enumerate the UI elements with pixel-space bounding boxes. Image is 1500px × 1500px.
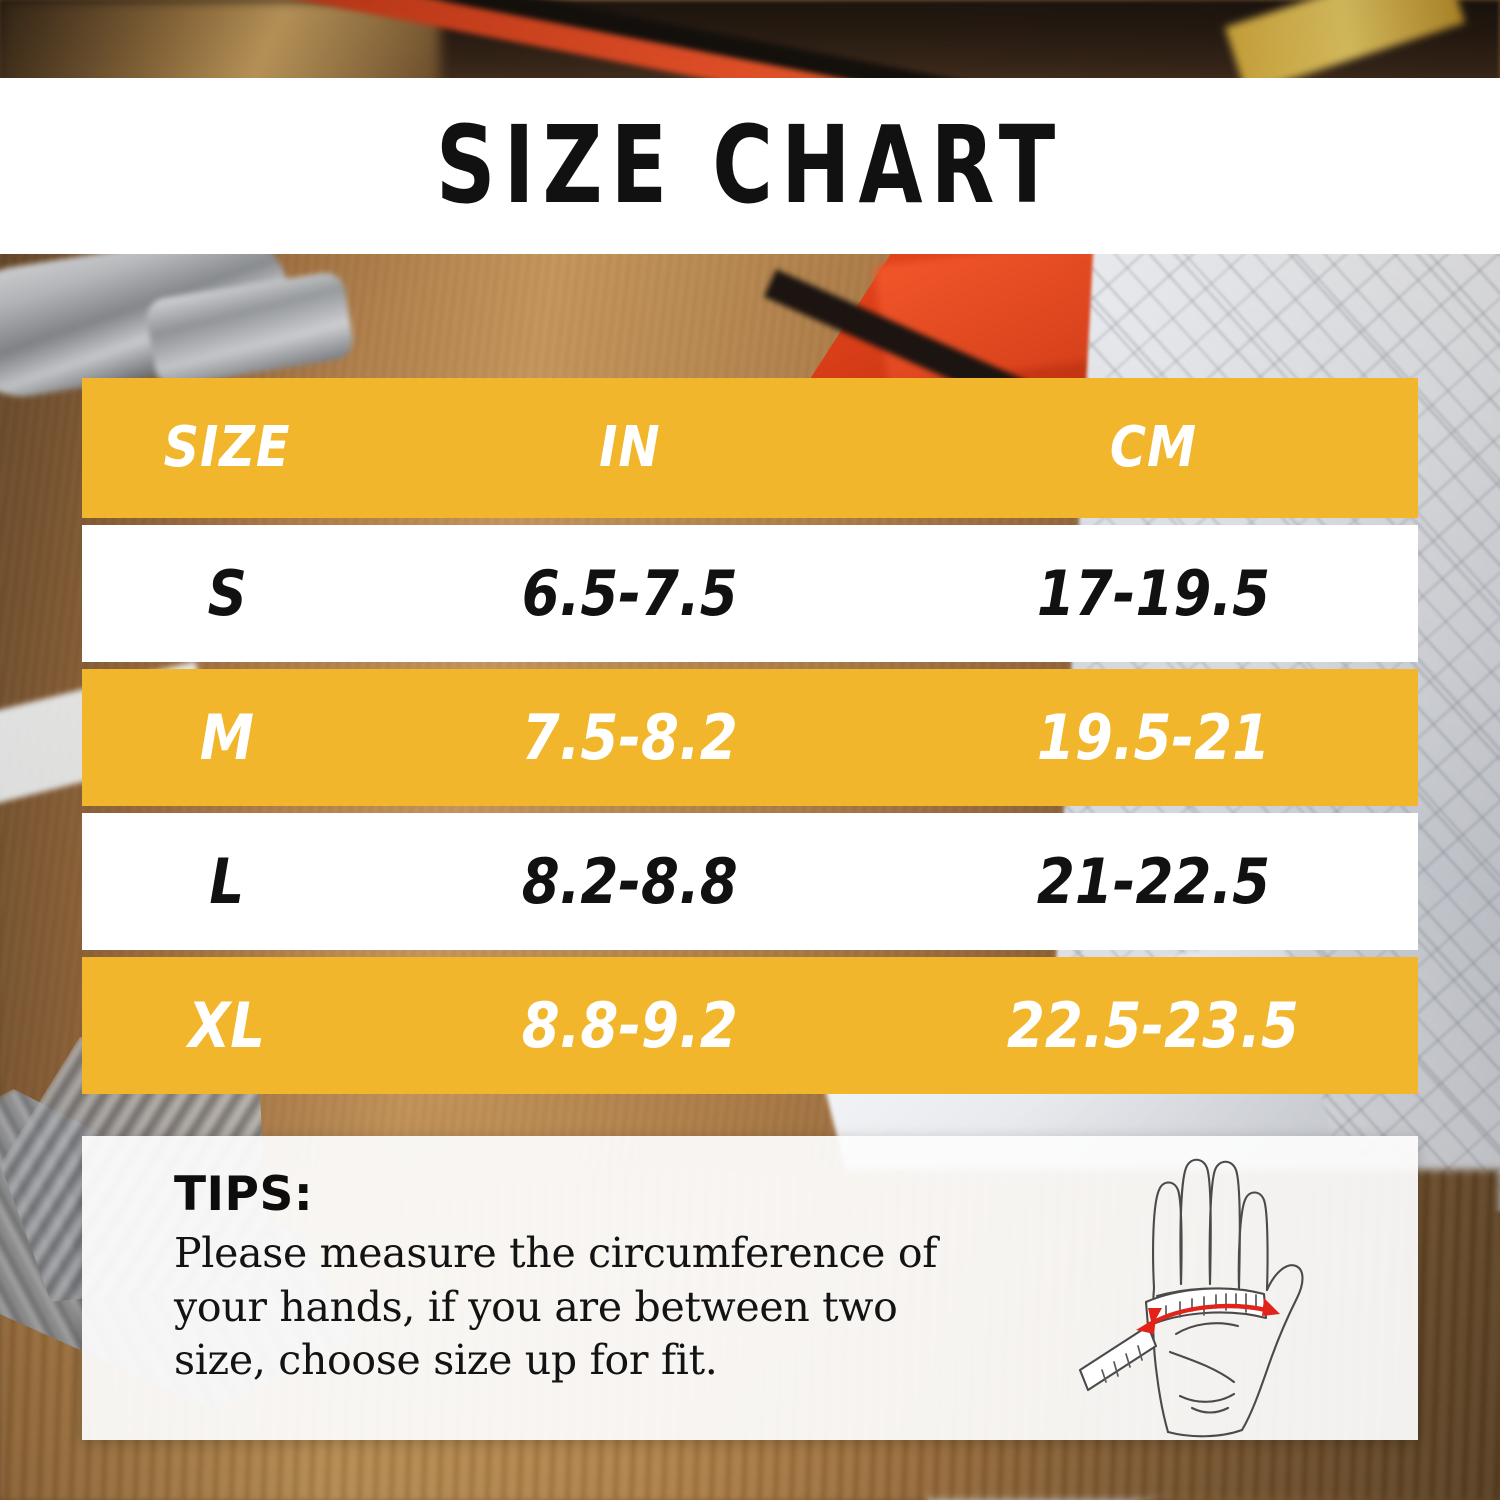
cell-in: 8.8-9.2	[372, 957, 888, 1094]
tips-heading: TIPS:	[174, 1167, 314, 1222]
value-cm: 19.5-21	[1036, 700, 1270, 774]
table-row: S 6.5-7.5 17-19.5	[82, 525, 1418, 662]
value-cm: 21-22.5	[1036, 844, 1270, 918]
cell-size: L	[82, 813, 372, 950]
cell-cm: 22.5-23.5	[888, 957, 1418, 1094]
cell-size: M	[82, 669, 372, 806]
tips-body-text: Please measure the circumference of your…	[174, 1229, 938, 1384]
cell-cm: 21-22.5	[888, 813, 1418, 950]
cell-in: 7.5-8.2	[372, 669, 888, 806]
cell-in: 6.5-7.5	[372, 525, 888, 662]
header-label-cm: CM	[1109, 415, 1197, 480]
cell-cm: 17-19.5	[888, 525, 1418, 662]
value-in: 8.8-9.2	[522, 988, 738, 1062]
value-cm: 22.5-23.5	[1007, 988, 1299, 1062]
value-size: L	[209, 844, 245, 918]
red-arrow-heads	[1136, 1298, 1280, 1334]
cell-cm: 19.5-21	[888, 669, 1418, 806]
hand-measuring-tape-illustration	[1078, 1158, 1304, 1438]
title-banner: SIZE CHART	[0, 78, 1500, 254]
value-in: 7.5-8.2	[522, 700, 738, 774]
header-label-size: SIZE	[163, 415, 291, 480]
page-title: SIZE CHART	[436, 103, 1064, 228]
table-row: XL 8.8-9.2 22.5-23.5	[82, 957, 1418, 1094]
header-label-in: IN	[599, 415, 661, 480]
cell-in: 8.2-8.8	[372, 813, 888, 950]
tips-panel: TIPS: Please measure the circumference o…	[82, 1136, 1418, 1440]
table-row: L 8.2-8.8 21-22.5	[82, 813, 1418, 950]
value-size: XL	[188, 988, 266, 1062]
header-cell-in: IN	[372, 378, 888, 518]
hand-measurement-icon	[1058, 1138, 1358, 1438]
cell-size: S	[82, 525, 372, 662]
size-table: SIZE IN CM S 6.5-7.5 17-19.5 M	[82, 378, 1418, 1101]
header-cell-cm: CM	[888, 378, 1418, 518]
value-size: S	[207, 556, 247, 630]
value-size: M	[199, 700, 255, 774]
table-header-row: SIZE IN CM	[82, 378, 1418, 518]
background-top-wood-patch	[0, 0, 440, 90]
tape-tail	[1078, 1324, 1158, 1392]
header-cell-size: SIZE	[82, 378, 372, 518]
value-cm: 17-19.5	[1036, 556, 1270, 630]
cell-size: XL	[82, 957, 372, 1094]
value-in: 8.2-8.8	[522, 844, 738, 918]
red-circumference-arrow	[1147, 1303, 1269, 1327]
tips-text-block: TIPS: Please measure the circumference o…	[82, 1136, 982, 1387]
value-in: 6.5-7.5	[522, 556, 738, 630]
table-row: M 7.5-8.2 19.5-21	[82, 669, 1418, 806]
